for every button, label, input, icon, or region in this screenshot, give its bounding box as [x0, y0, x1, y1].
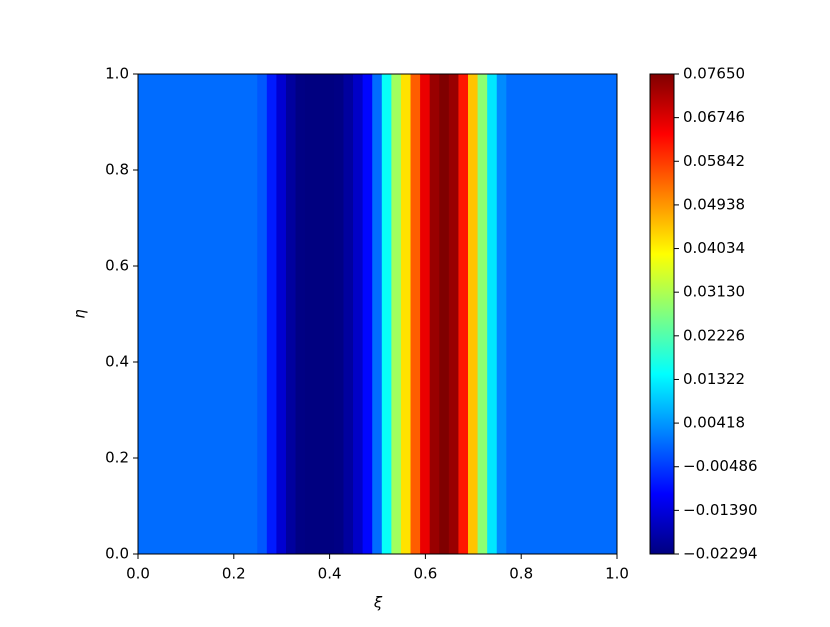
- heat-cell: [448, 74, 460, 554]
- heat-cell: [391, 74, 402, 554]
- heatmap: [138, 74, 617, 554]
- y-tick-label: 0.4: [105, 353, 129, 371]
- x-tick-label: 1.0: [605, 565, 629, 583]
- heat-cell: [190, 74, 201, 554]
- heat-cell: [535, 74, 546, 554]
- heat-cell: [563, 74, 575, 554]
- colorbar-tick-label: 0.04034: [683, 239, 745, 257]
- y-tick-label: 0.8: [105, 161, 129, 179]
- heat-cell: [381, 74, 393, 554]
- colorbar-tick-label: 0.06746: [683, 108, 745, 126]
- heat-cell: [496, 74, 508, 554]
- heat-cell: [180, 74, 192, 554]
- heat-cell: [257, 74, 268, 554]
- heat-cell: [429, 74, 441, 554]
- heat-cell: [247, 74, 259, 554]
- heat-cell: [151, 74, 163, 554]
- heat-cell: [276, 74, 287, 554]
- heat-cell: [592, 74, 604, 554]
- heat-cell: [285, 74, 297, 554]
- heat-cell: [410, 74, 422, 554]
- heat-cell: [362, 74, 374, 554]
- heat-cell: [602, 74, 613, 554]
- heat-cell: [420, 74, 431, 554]
- colorbar-tick-label: −0.02294: [683, 545, 758, 563]
- heat-cell: [439, 74, 450, 554]
- x-tick-label: 0.4: [318, 565, 342, 583]
- heat-cell: [487, 74, 498, 554]
- heat-cell: [458, 74, 470, 554]
- colorbar: [649, 73, 675, 555]
- x-tick-label: 0.6: [413, 565, 437, 583]
- heat-cell: [142, 74, 153, 554]
- y-tick-label: 1.0: [105, 65, 129, 83]
- heat-cell: [515, 74, 527, 554]
- heat-cell: [544, 74, 556, 554]
- colorbar-tick-label: −0.01390: [683, 501, 758, 519]
- heat-cell: [314, 74, 326, 554]
- heat-cell: [372, 74, 383, 554]
- plot-frame: [137, 73, 618, 555]
- heat-cell: [333, 74, 345, 554]
- heat-cell: [171, 74, 182, 554]
- heat-cell: [199, 74, 211, 554]
- heat-cell: [573, 74, 584, 554]
- heat-cell: [138, 74, 144, 554]
- colorbar-tick-label: 0.01322: [683, 370, 745, 388]
- heat-cell: [400, 74, 412, 554]
- heat-cell: [554, 74, 565, 554]
- colorbar-tick-label: 0.07650: [683, 65, 745, 83]
- colorbar-tick-label: 0.04938: [683, 195, 745, 213]
- heat-cell: [238, 74, 249, 554]
- x-tick-label: 0.0: [126, 565, 150, 583]
- x-axis-label: ξ: [373, 594, 383, 612]
- heat-cell: [266, 74, 278, 554]
- heat-cell: [611, 74, 617, 554]
- x-tick-label: 0.2: [222, 565, 246, 583]
- heat-cell: [324, 74, 335, 554]
- y-tick-label: 0.6: [105, 257, 129, 275]
- x-tick-label: 0.8: [509, 565, 533, 583]
- heat-cell: [228, 74, 240, 554]
- heat-cell: [468, 74, 479, 554]
- heat-cell: [477, 74, 489, 554]
- y-axis-label: η: [71, 309, 89, 319]
- y-tick-label: 0.2: [105, 449, 129, 467]
- heat-cell: [525, 74, 537, 554]
- heat-cell: [582, 74, 594, 554]
- heat-cell: [161, 74, 173, 554]
- heat-cell: [343, 74, 355, 554]
- colorbar-tick-label: 0.03130: [683, 283, 745, 301]
- heat-cell: [295, 74, 307, 554]
- colorbar-tick-label: 0.02226: [683, 326, 745, 344]
- colorbar-tick-label: 0.05842: [683, 152, 745, 170]
- heat-cell: [209, 74, 220, 554]
- heat-cell: [353, 74, 364, 554]
- colorbar-tick-label: −0.00486: [683, 457, 758, 475]
- y-tick-label: 0.0: [105, 545, 129, 563]
- heat-cell: [506, 74, 517, 554]
- colorbar-tick-label: 0.00418: [683, 414, 745, 432]
- heat-cell: [305, 74, 316, 554]
- heat-cell: [218, 74, 230, 554]
